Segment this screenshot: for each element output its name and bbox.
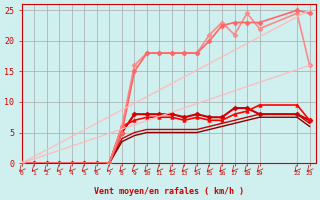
X-axis label: Vent moyen/en rafales ( km/h ): Vent moyen/en rafales ( km/h )	[94, 187, 244, 196]
